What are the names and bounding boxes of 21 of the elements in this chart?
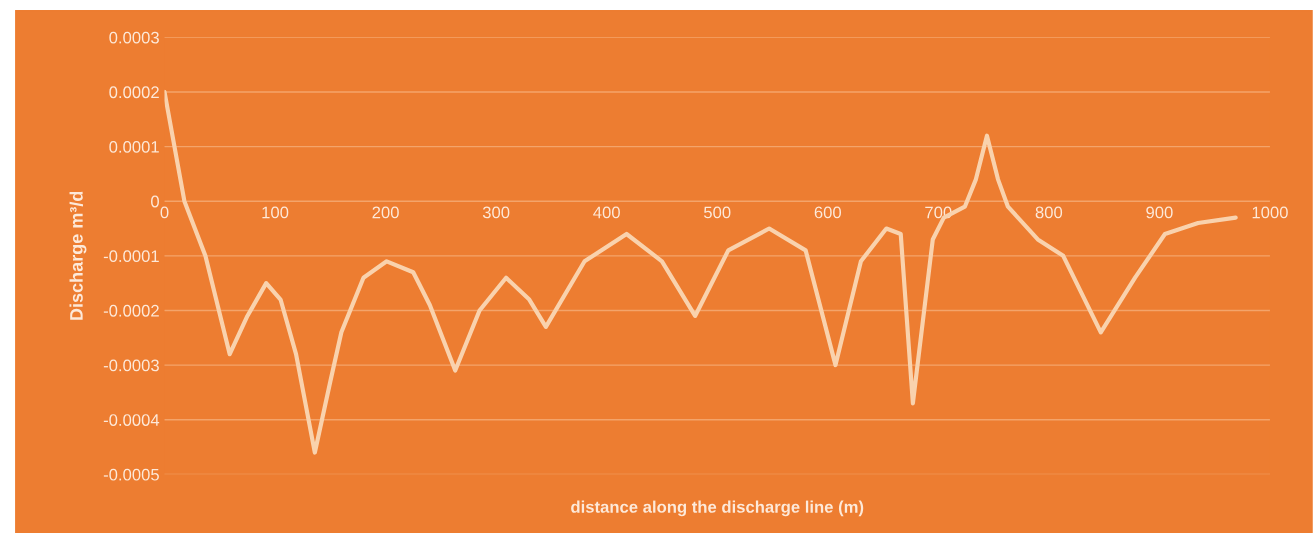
- x-tick-label: 600: [814, 206, 842, 219]
- x-tick-label: 0: [160, 206, 169, 219]
- y-tick-label: -0.0004: [103, 414, 160, 426]
- y-tick-label: 0.0003: [109, 31, 159, 44]
- x-tick-label: 800: [1035, 206, 1063, 219]
- x-tick-label: 100: [262, 206, 289, 219]
- x-tick-label: 1000: [1252, 206, 1288, 219]
- y-axis-title: Discharge m³/d: [69, 191, 87, 320]
- x-axis-title: distance along the discharge line (m): [571, 500, 864, 517]
- y-tick-label: 0: [151, 195, 159, 208]
- x-tick-label: 200: [372, 206, 399, 219]
- x-tick-label: 400: [593, 206, 620, 219]
- y-tick-label: -0.0001: [103, 250, 159, 263]
- y-tick-label: 0.0001: [109, 140, 159, 153]
- x-tick-label: 900: [1146, 206, 1173, 219]
- y-tick-label: -0.0005: [103, 468, 159, 481]
- y-tick-label: -0.0002: [103, 304, 159, 317]
- y-tick-label: -0.0003: [103, 359, 159, 372]
- y-tick-label: 0.0002: [109, 86, 159, 99]
- x-tick-label: 500: [703, 206, 731, 219]
- x-tick-label: 300: [482, 206, 510, 219]
